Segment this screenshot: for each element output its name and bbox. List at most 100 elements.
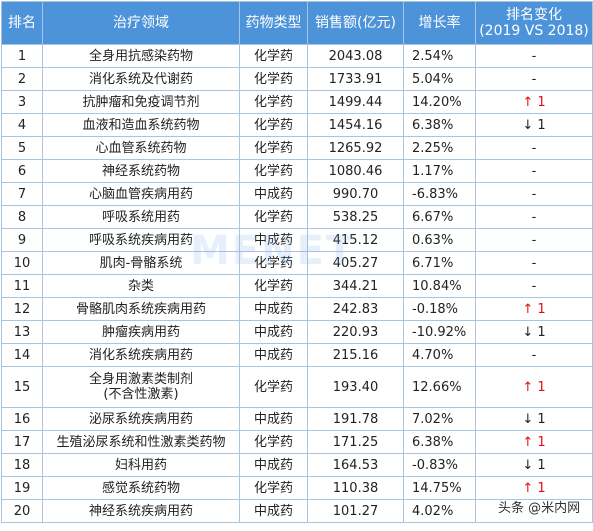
cell-rank-change: - [475, 136, 593, 160]
cell-drug-type: 化学药 [239, 430, 308, 454]
cell-drug-type: 中成药 [239, 453, 308, 477]
cell-rank-change: - [475, 274, 593, 298]
cell-growth-rate: 7.02% [403, 407, 476, 431]
cell-rank: 6 [1, 159, 43, 183]
cell-growth-rate: 14.75% [403, 476, 476, 500]
cell-drug-type: 化学药 [239, 67, 308, 91]
table-row: 10 肌肉-骨骼系统 化学药 405.27 6.71% - [1, 251, 593, 275]
table-body: 1 全身用抗感染药物 化学药 2043.08 2.54% -2 消化系统及代谢药 化学药 173… [1, 44, 593, 523]
cell-drug-type: 中成药 [239, 182, 308, 206]
header-growth-rate: 增长率 [403, 1, 476, 45]
cell-rank-change: - [475, 228, 593, 252]
cell-rank-change: ↑ 1 [475, 476, 593, 500]
cell-rank: 14 [1, 343, 43, 367]
cell-sales: 344.21 [307, 274, 404, 298]
table-row: 5 心血管系统药物 化学药 1265.92 2.25% - [1, 136, 593, 160]
cell-growth-rate: 6.71% [403, 251, 476, 275]
cell-rank: 18 [1, 453, 43, 477]
cell-sales: 101.27 [307, 499, 404, 523]
cell-growth-rate: 1.17% [403, 159, 476, 183]
cell-growth-rate: 0.63% [403, 228, 476, 252]
cell-growth-rate: -10.92% [403, 320, 476, 344]
cell-growth-rate: 14.20% [403, 90, 476, 114]
cell-rank-change: - [475, 499, 593, 523]
cell-drug-type: 中成药 [239, 297, 308, 321]
table-row: 11 杂类 化学药 344.21 10.84% - [1, 274, 593, 298]
cell-rank: 4 [1, 113, 43, 137]
cell-sales: 2043.08 [307, 44, 404, 68]
cell-rank-change: ↑ 1 [475, 430, 593, 454]
cell-rank: 16 [1, 407, 43, 431]
cell-rank-change: - [475, 205, 593, 229]
cell-rank-change: ↑ 1 [475, 90, 593, 114]
cell-rank-change: ↓ 1 [475, 407, 593, 431]
cell-therapeutic-area: 抗肿瘤和免疫调节剂 [42, 90, 240, 114]
table-row: 7 心脑血管疾病用药 中成药 990.70 -6.83% - [1, 182, 593, 206]
table-row: 17 生殖泌尿系统和性激素类药物 化学药 171.25 6.38% ↑ 1 [1, 430, 593, 454]
cell-rank-change: - [475, 67, 593, 91]
cell-rank-change: - [475, 44, 593, 68]
cell-therapeutic-area: 呼吸系统用药 [42, 205, 240, 229]
cell-drug-type: 化学药 [239, 136, 308, 160]
cell-growth-rate: 6.38% [403, 113, 476, 137]
cell-therapeutic-area: 消化系统疾病用药 [42, 343, 240, 367]
cell-therapeutic-area: 骨骼肌肉系统疾病用药 [42, 297, 240, 321]
faint-watermark-logo: MENET [190, 228, 356, 274]
header-rank-change-line2: (2019 VS 2018) [479, 23, 589, 39]
cell-rank: 5 [1, 136, 43, 160]
table-row: 4 血液和造血系统药物 化学药 1454.16 6.38% ↓ 1 [1, 113, 593, 137]
cell-growth-rate: 4.02% [403, 499, 476, 523]
table-row: 2 消化系统及代谢药 化学药 1733.91 5.04% - [1, 67, 593, 91]
table-row: 16 泌尿系统疾病用药 中成药 191.78 7.02% ↓ 1 [1, 407, 593, 431]
cell-rank: 10 [1, 251, 43, 275]
header-rank: 排名 [1, 1, 43, 45]
cell-drug-type: 化学药 [239, 274, 308, 298]
cell-rank: 2 [1, 67, 43, 91]
header-therapeutic-area: 治疗领域 [42, 1, 240, 45]
cell-rank-change: ↓ 1 [475, 320, 593, 344]
cell-therapeutic-area-line1: 全身用激素类制剂 [88, 372, 193, 387]
cell-drug-type: 化学药 [239, 159, 308, 183]
cell-sales: 538.25 [307, 205, 404, 229]
cell-therapeutic-area: 心血管系统药物 [42, 136, 240, 160]
cell-drug-type: 化学药 [239, 366, 308, 408]
cell-therapeutic-area: 神经系统药物 [42, 159, 240, 183]
cell-therapeutic-area: 妇科用药 [42, 453, 240, 477]
cell-rank-change: - [475, 159, 593, 183]
header-drug-type: 药物类型 [239, 1, 308, 45]
cell-rank-change: ↓ 1 [475, 453, 593, 477]
cell-drug-type: 化学药 [239, 251, 308, 275]
cell-growth-rate: 4.70% [403, 343, 476, 367]
cell-rank-change: ↑ 1 [475, 366, 593, 408]
cell-sales: 164.53 [307, 453, 404, 477]
cell-growth-rate: -6.83% [403, 182, 476, 206]
cell-rank-change: - [475, 343, 593, 367]
cell-therapeutic-area: 感觉系统药物 [42, 476, 240, 500]
table-row: 1 全身用抗感染药物 化学药 2043.08 2.54% - [1, 44, 593, 68]
cell-rank: 7 [1, 182, 43, 206]
cell-therapeutic-area: 消化系统及代谢药 [42, 67, 240, 91]
cell-sales: 990.70 [307, 182, 404, 206]
cell-therapeutic-area: 杂类 [42, 274, 240, 298]
cell-rank: 3 [1, 90, 43, 114]
cell-drug-type: 中成药 [239, 343, 308, 367]
cell-sales: 1080.46 [307, 159, 404, 183]
header-rank-change-line1: 排名变化 [506, 7, 562, 23]
watermark-text: 头条 @米内网 [498, 501, 581, 516]
table-header-row: 排名 治疗领域 药物类型 销售额(亿元) 增长率 排名变化 (2019 VS 2… [1, 1, 593, 45]
cell-growth-rate: 2.54% [403, 44, 476, 68]
cell-growth-rate: -0.83% [403, 453, 476, 477]
header-rank-change: 排名变化 (2019 VS 2018) [475, 1, 593, 45]
cell-rank: 17 [1, 430, 43, 454]
cell-therapeutic-area-line2: (不含性激素) [103, 387, 179, 402]
cell-therapeutic-area: 全身用抗感染药物 [42, 44, 240, 68]
cell-therapeutic-area: 肿瘤疾病用药 [42, 320, 240, 344]
cell-sales: 405.27 [307, 251, 404, 275]
cell-drug-type: 化学药 [239, 205, 308, 229]
cell-drug-type: 化学药 [239, 113, 308, 137]
cell-growth-rate: 6.38% [403, 430, 476, 454]
cell-sales: 1265.92 [307, 136, 404, 160]
cell-rank: 8 [1, 205, 43, 229]
cell-sales: 1454.16 [307, 113, 404, 137]
